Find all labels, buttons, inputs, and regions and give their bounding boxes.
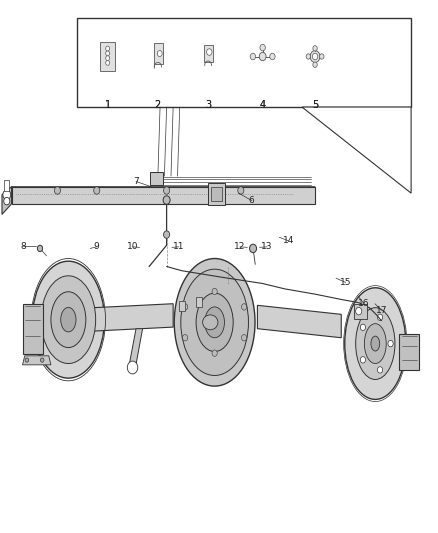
Circle shape [378, 314, 383, 320]
Bar [179, 301, 185, 311]
Circle shape [260, 44, 265, 51]
Ellipse shape [203, 315, 218, 330]
Polygon shape [2, 187, 315, 197]
Circle shape [241, 335, 247, 341]
Text: 5: 5 [312, 100, 318, 110]
Text: 14: 14 [283, 237, 294, 246]
Text: 3: 3 [205, 100, 211, 110]
Circle shape [360, 324, 366, 330]
Text: 2: 2 [155, 100, 161, 110]
Polygon shape [130, 329, 143, 365]
Ellipse shape [356, 308, 395, 379]
Circle shape [106, 56, 110, 61]
Polygon shape [12, 187, 315, 204]
Ellipse shape [32, 261, 104, 378]
Circle shape [378, 367, 383, 373]
Bar [205, 45, 213, 62]
Circle shape [183, 335, 188, 341]
Circle shape [388, 341, 393, 347]
Ellipse shape [41, 276, 95, 364]
Polygon shape [302, 107, 411, 193]
Text: 11: 11 [173, 243, 184, 252]
Text: 5: 5 [312, 100, 318, 110]
Bar [77, 18, 411, 107]
Circle shape [313, 46, 317, 51]
Ellipse shape [174, 259, 255, 386]
Circle shape [163, 196, 170, 204]
Ellipse shape [51, 292, 86, 348]
Ellipse shape [205, 307, 224, 338]
Circle shape [360, 357, 366, 363]
Bar [100, 42, 115, 71]
Circle shape [106, 61, 110, 65]
Text: 16: 16 [358, 299, 370, 308]
Circle shape [270, 53, 275, 60]
Text: 4: 4 [260, 100, 266, 110]
Circle shape [163, 187, 170, 194]
Circle shape [183, 304, 188, 310]
Circle shape [106, 51, 110, 56]
Bar [211, 187, 222, 201]
Bar [22, 304, 43, 354]
Bar [4, 180, 9, 191]
Circle shape [259, 52, 266, 61]
Text: 2: 2 [155, 100, 161, 110]
Ellipse shape [364, 324, 386, 364]
Text: 10: 10 [127, 243, 138, 252]
Circle shape [320, 54, 324, 59]
Circle shape [356, 308, 362, 315]
Circle shape [4, 197, 10, 205]
Text: 3: 3 [205, 100, 211, 110]
Circle shape [241, 304, 247, 310]
Text: 9: 9 [94, 243, 99, 252]
Polygon shape [258, 305, 341, 338]
Ellipse shape [345, 288, 406, 399]
Ellipse shape [61, 308, 76, 332]
Text: 13: 13 [261, 243, 273, 252]
Bar [399, 334, 419, 370]
Text: 1: 1 [105, 100, 111, 110]
Circle shape [157, 51, 162, 56]
Circle shape [163, 231, 170, 238]
Circle shape [54, 187, 60, 194]
Circle shape [94, 187, 100, 194]
Text: 6: 6 [249, 196, 254, 205]
Circle shape [238, 187, 244, 194]
Text: 8: 8 [21, 242, 26, 251]
Circle shape [312, 53, 318, 60]
Circle shape [250, 53, 255, 60]
Circle shape [250, 244, 257, 253]
Text: 7: 7 [133, 177, 139, 186]
Text: 12: 12 [234, 243, 246, 252]
Circle shape [310, 51, 320, 62]
Circle shape [212, 350, 217, 357]
Bar [354, 304, 367, 319]
Text: 17: 17 [376, 305, 387, 314]
Circle shape [106, 46, 110, 51]
Bar [154, 43, 163, 64]
Bar [150, 172, 162, 185]
Ellipse shape [196, 293, 233, 352]
Circle shape [127, 361, 138, 374]
Circle shape [37, 245, 42, 252]
Circle shape [313, 62, 317, 67]
Polygon shape [22, 356, 51, 365]
Bar [208, 183, 225, 205]
Circle shape [25, 358, 28, 362]
Text: 1: 1 [105, 100, 111, 110]
Circle shape [207, 49, 212, 55]
Polygon shape [88, 304, 173, 332]
Ellipse shape [181, 269, 248, 375]
Text: 4: 4 [260, 100, 266, 110]
Polygon shape [2, 187, 12, 214]
Bar [196, 297, 202, 307]
Text: 15: 15 [340, 278, 351, 287]
Ellipse shape [371, 336, 380, 351]
Circle shape [3, 190, 11, 199]
Circle shape [40, 358, 44, 362]
Circle shape [306, 54, 311, 59]
Circle shape [212, 288, 217, 295]
